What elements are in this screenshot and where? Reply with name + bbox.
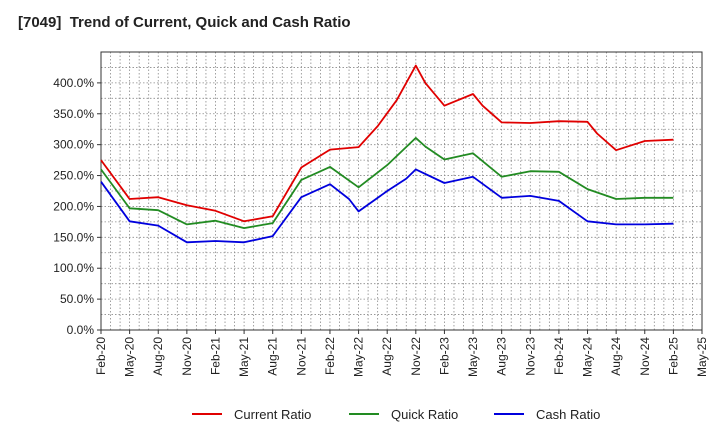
y-tick-label: 400.0%: [53, 76, 94, 90]
y-tick-label: 250.0%: [53, 169, 94, 183]
x-tick-label: Feb-21: [208, 337, 222, 375]
horizontal-grid: [101, 67, 702, 315]
legend-label-quick-ratio: Quick Ratio: [391, 407, 458, 422]
x-tick-label: May-25: [695, 337, 709, 377]
x-tick-label: Feb-25: [666, 337, 680, 375]
y-tick-label: 300.0%: [53, 138, 94, 152]
series-line-quick-ratio: [100, 137, 674, 229]
x-tick-label: Nov-23: [523, 337, 537, 376]
x-tick-label: Aug-21: [266, 337, 280, 376]
y-tick-label: 0.0%: [67, 323, 95, 337]
plot-area: [101, 52, 702, 330]
series-line-current-ratio: [100, 64, 674, 223]
y-tick-label: 50.0%: [60, 292, 94, 306]
x-tick-label: Nov-22: [409, 337, 423, 376]
x-tick-label: Nov-21: [294, 337, 308, 376]
x-tick-label: May-21: [237, 337, 251, 377]
y-tick-label: 100.0%: [53, 261, 94, 275]
x-tick-label: Feb-23: [437, 337, 451, 375]
x-tick-label: Aug-20: [151, 337, 165, 376]
legend-label-current-ratio: Current Ratio: [234, 407, 311, 422]
y-tick-label: 150.0%: [53, 230, 94, 244]
y-tick-label: 350.0%: [53, 107, 94, 121]
legend-label-cash-ratio: Cash Ratio: [536, 407, 600, 422]
x-tick-label: Aug-23: [495, 337, 509, 376]
x-tick-label: Aug-24: [609, 337, 623, 376]
x-tick-label: May-20: [123, 337, 137, 377]
y-tick-label: 200.0%: [53, 199, 94, 213]
x-tick-label: Nov-20: [180, 337, 194, 376]
x-tick-label: Nov-24: [638, 337, 652, 376]
legend: Current Ratio Quick Ratio Cash Ratio: [192, 407, 600, 422]
x-tick-label: May-22: [352, 337, 366, 377]
chart-title: [7049] Trend of Current, Quick and Cash …: [18, 14, 351, 31]
x-tick-label: Feb-24: [552, 337, 566, 375]
x-tick-label: Feb-22: [323, 337, 337, 375]
x-tick-label: May-23: [466, 337, 480, 377]
plot-border: [100, 51, 703, 331]
x-tick-label: Feb-20: [94, 337, 108, 375]
series-line-cash-ratio: [100, 168, 674, 244]
x-tick-label: May-24: [581, 337, 595, 377]
x-tick-label: Aug-22: [380, 337, 394, 376]
